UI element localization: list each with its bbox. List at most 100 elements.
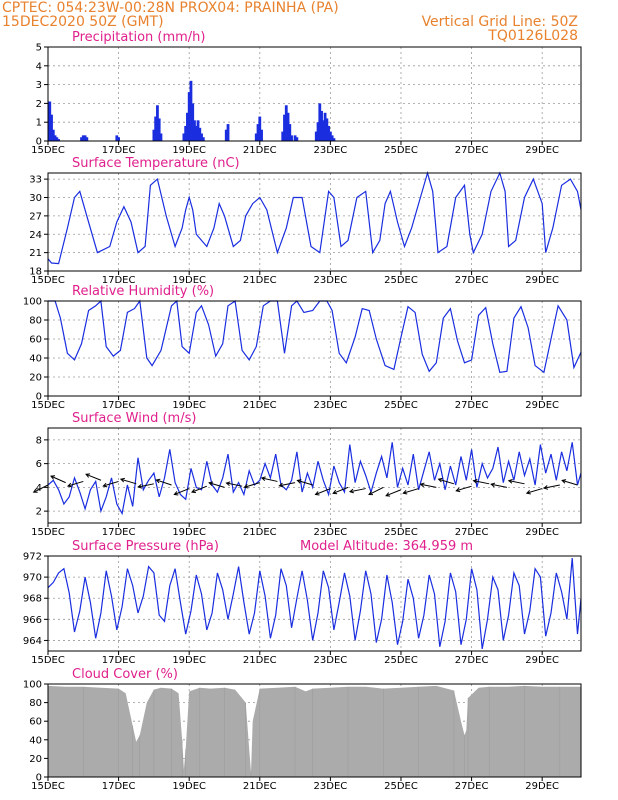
x-tick-label: 17DEC [102, 527, 136, 538]
precip-bar [320, 110, 323, 141]
wind-arrow-shaft [244, 482, 260, 488]
wind-arrow-head [191, 488, 197, 494]
precip-bar [226, 124, 230, 141]
wind-arrow-shaft [261, 477, 278, 482]
panel-frame [47, 46, 582, 142]
precip-bar [327, 125, 331, 141]
y-tick-label: 5 [36, 43, 42, 54]
wind-arrow-head [85, 473, 91, 478]
wind-arrow-shaft [508, 480, 525, 485]
y-tick-label: 968 [23, 594, 42, 605]
x-tick-label: 23DEC [314, 145, 348, 156]
wind-series-line [47, 442, 582, 516]
wind-arrow-head [102, 482, 108, 488]
rh-series-line [48, 299, 582, 374]
header: CPTEC: 054:23W-00:28N PROX04: PRAINHA (P… [2, 0, 578, 44]
y-tick-label: 20 [29, 754, 42, 765]
precip-bar [85, 137, 89, 141]
x-tick-label: 25DEC [384, 527, 418, 538]
wind-arrow-shaft [33, 484, 49, 493]
wind-arrow-shaft [385, 489, 402, 497]
y-tick-label: 0 [36, 137, 42, 148]
y-tick-label: 20 [29, 373, 42, 384]
wind-arrow-head [385, 492, 391, 497]
precip-bar [318, 103, 322, 141]
wind-arrow-shaft [491, 483, 507, 488]
precip-bar [314, 131, 318, 141]
precip-bar [186, 112, 189, 141]
y-tick-label: 2 [36, 99, 42, 110]
precip-bar [191, 103, 195, 141]
y-tick-label: 964 [23, 636, 42, 647]
x-tick-label: 21DEC [243, 145, 277, 156]
x-tick-label: 21DEC [243, 275, 277, 286]
precip-bar [284, 105, 288, 141]
precip-bar [159, 133, 163, 141]
wind-arrow-shaft [50, 475, 66, 484]
precip-bar [293, 135, 297, 141]
precip-bar [290, 135, 293, 141]
wind-arrow-shaft [103, 480, 119, 487]
y-tick-label: 4 [36, 61, 42, 72]
panel-title-extra: Model Altitude: 364.959 m [300, 539, 473, 554]
x-tick-label: 29DEC [525, 655, 559, 666]
x-tick-label: 21DEC [243, 781, 277, 792]
wind-arrow-head [66, 482, 72, 488]
wind-arrow-shaft [438, 478, 455, 485]
wind-arrow-head [368, 490, 374, 496]
precip-bar [283, 114, 286, 141]
wind-arrow-shaft [544, 484, 560, 489]
y-tick-label: 6 [36, 459, 42, 470]
precip-bar [201, 137, 205, 141]
x-tick-label: 17DEC [102, 655, 136, 666]
wind-arrow-shaft [209, 482, 225, 488]
precip-bar [55, 137, 59, 141]
precip-bar [152, 129, 156, 141]
wind-arrow-head [173, 491, 179, 496]
precip-bar [193, 120, 196, 141]
y-tick-label: 60 [29, 717, 42, 728]
precip-bar [198, 127, 202, 141]
x-tick-label: 25DEC [384, 400, 418, 411]
precip-bar [316, 122, 320, 141]
x-tick-label: 17DEC [102, 781, 136, 792]
wind-arrow-head [437, 477, 443, 483]
panel-title: Surface Pressure (hPa) [72, 539, 219, 554]
x-tick-label: 17DEC [102, 400, 136, 411]
y-tick-label: 8 [36, 435, 42, 446]
y-tick-label: 40 [29, 354, 42, 365]
wind-arrow-shaft [473, 480, 490, 485]
panel-temp: 18 21 24 27 30 33 15DEC 17DEC 19DEC 21DEC 23DEC 25D… [29, 156, 582, 286]
x-tick-label: 29DEC [525, 275, 559, 286]
x-tick-label: 29DEC [525, 145, 559, 156]
wind-arrow-shaft [174, 488, 190, 495]
precip-bar [189, 80, 193, 141]
wind-arrow-head [525, 489, 531, 495]
precip-bar [260, 129, 263, 141]
precip-bar [80, 137, 83, 141]
panel-title: Surface Temperature (nC) [72, 156, 240, 171]
wind-arrow-head [208, 481, 214, 486]
y-tick-label: 970 [23, 573, 42, 584]
wind-arrow-head [119, 477, 125, 483]
panel-press: 964 966 968 970 972 15DEC 17DEC 19DEC 21DEC 23DEC… [23, 539, 582, 666]
precip-bar [115, 135, 119, 141]
wind-arrow-head [561, 479, 567, 484]
x-tick-label: 27DEC [455, 655, 489, 666]
x-tick-label: 23DEC [314, 400, 348, 411]
precip-bar [258, 116, 262, 141]
precip-bar [182, 133, 186, 141]
wind-arrow-shaft [420, 483, 437, 488]
precip-bar [254, 133, 258, 141]
wind-arrow-shaft [349, 488, 366, 493]
wind-arrow-head [243, 484, 249, 489]
x-tick-label: 23DEC [314, 527, 348, 538]
wind-arrow-head [419, 482, 425, 488]
precip-bar [83, 135, 87, 141]
precip-bar [187, 92, 191, 141]
x-tick-label: 29DEC [525, 527, 559, 538]
wind-arrow-shaft [156, 479, 172, 486]
x-tick-label: 27DEC [455, 400, 489, 411]
x-tick-label: 27DEC [455, 275, 489, 286]
wind-arrow-shaft [279, 482, 296, 487]
